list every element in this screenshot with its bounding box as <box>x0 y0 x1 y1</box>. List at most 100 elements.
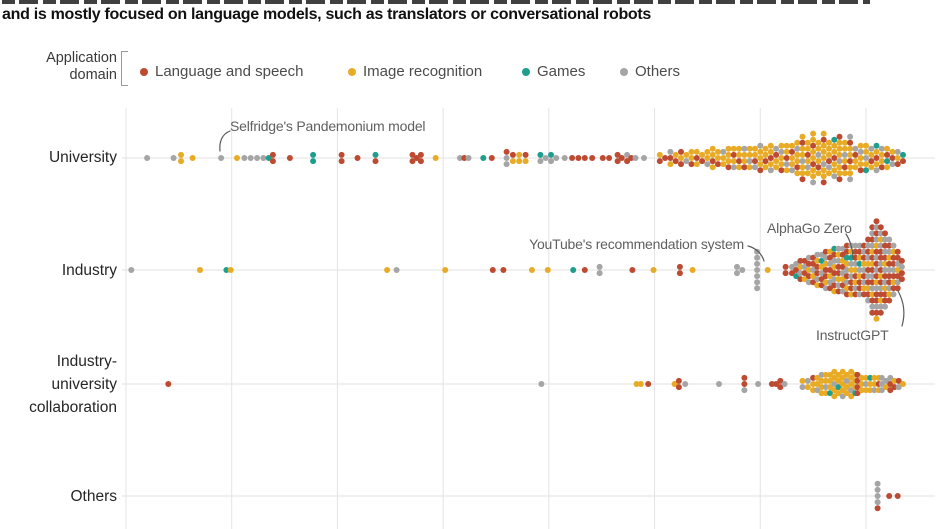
data-point <box>841 164 848 171</box>
data-point <box>836 176 843 183</box>
data-point <box>741 145 748 152</box>
data-point <box>869 273 876 280</box>
data-point <box>894 161 901 168</box>
data-point <box>827 273 833 280</box>
data-point <box>836 164 843 171</box>
data-point <box>128 267 135 273</box>
row-label-university: University <box>48 149 117 166</box>
data-point <box>709 164 716 171</box>
data-point <box>873 291 880 298</box>
row-label-industry: Industry <box>61 262 117 279</box>
data-point <box>865 260 872 267</box>
data-point <box>900 151 906 158</box>
data-point <box>878 158 885 165</box>
data-point <box>178 151 184 158</box>
data-point <box>873 142 880 149</box>
data-point <box>860 273 867 280</box>
data-point <box>835 263 842 270</box>
data-point <box>869 303 876 310</box>
data-point <box>877 224 884 231</box>
data-point <box>867 374 874 381</box>
data-point <box>799 164 806 171</box>
data-point <box>783 161 790 168</box>
data-point <box>503 161 510 168</box>
data-point <box>393 267 400 273</box>
data-point <box>878 164 885 171</box>
data-point <box>667 155 674 161</box>
data-point <box>814 251 821 258</box>
data-point <box>873 230 880 237</box>
data-point <box>709 158 716 165</box>
data-point <box>569 155 576 161</box>
data-point <box>716 381 722 387</box>
data-point <box>801 270 808 277</box>
data-point <box>877 279 884 286</box>
data-point <box>886 291 893 298</box>
data-point <box>836 133 843 140</box>
data-point <box>894 279 901 286</box>
data-point <box>863 161 869 168</box>
data-point <box>877 303 884 310</box>
data-point <box>480 155 487 161</box>
data-point <box>730 151 737 158</box>
data-point <box>810 267 817 273</box>
data-point <box>865 248 872 255</box>
data-point <box>857 161 864 168</box>
data-point <box>839 368 846 375</box>
data-point <box>831 167 838 174</box>
data-point <box>836 145 843 152</box>
data-point <box>814 374 821 381</box>
data-point <box>831 381 838 387</box>
legend-dot-image-icon <box>348 67 356 76</box>
data-point <box>810 130 817 137</box>
data-point <box>836 158 843 165</box>
data-point <box>632 155 639 161</box>
data-point <box>890 248 897 255</box>
data-point <box>843 384 850 391</box>
data-point <box>860 291 867 298</box>
data-point <box>835 288 842 295</box>
data-point <box>754 285 761 292</box>
data-point <box>709 145 716 152</box>
data-point <box>676 263 683 270</box>
data-point <box>667 148 674 155</box>
data-point <box>869 267 876 273</box>
data-point <box>799 176 806 183</box>
data-point <box>854 384 861 391</box>
data-point <box>831 282 838 289</box>
data-point <box>843 285 850 292</box>
data-point <box>720 155 727 161</box>
data-point <box>688 155 695 161</box>
data-point <box>898 263 905 270</box>
data-point <box>650 267 657 273</box>
data-point <box>873 148 880 155</box>
data-point <box>624 151 631 158</box>
data-point <box>869 236 876 243</box>
data-point <box>767 148 774 155</box>
data-point <box>856 242 863 249</box>
data-point <box>522 158 529 165</box>
data-point <box>831 142 838 149</box>
data-point <box>836 139 843 146</box>
data-point <box>877 242 884 249</box>
data-point <box>873 242 880 249</box>
data-point <box>860 279 867 286</box>
data-point <box>857 167 864 174</box>
data-point <box>189 155 196 161</box>
data-point <box>465 155 472 161</box>
data-point <box>841 158 848 165</box>
data-point <box>432 155 439 161</box>
data-point <box>877 260 884 267</box>
data-point <box>793 260 800 267</box>
data-point <box>773 151 780 158</box>
data-point <box>860 254 867 261</box>
data-point <box>822 285 829 292</box>
data-point <box>854 377 861 384</box>
data-point <box>827 390 833 397</box>
data-point <box>799 170 806 177</box>
data-point <box>688 161 695 168</box>
data-point <box>831 257 838 264</box>
data-point <box>178 158 184 165</box>
data-point <box>810 136 817 143</box>
legend-item-label: Others <box>635 63 681 80</box>
